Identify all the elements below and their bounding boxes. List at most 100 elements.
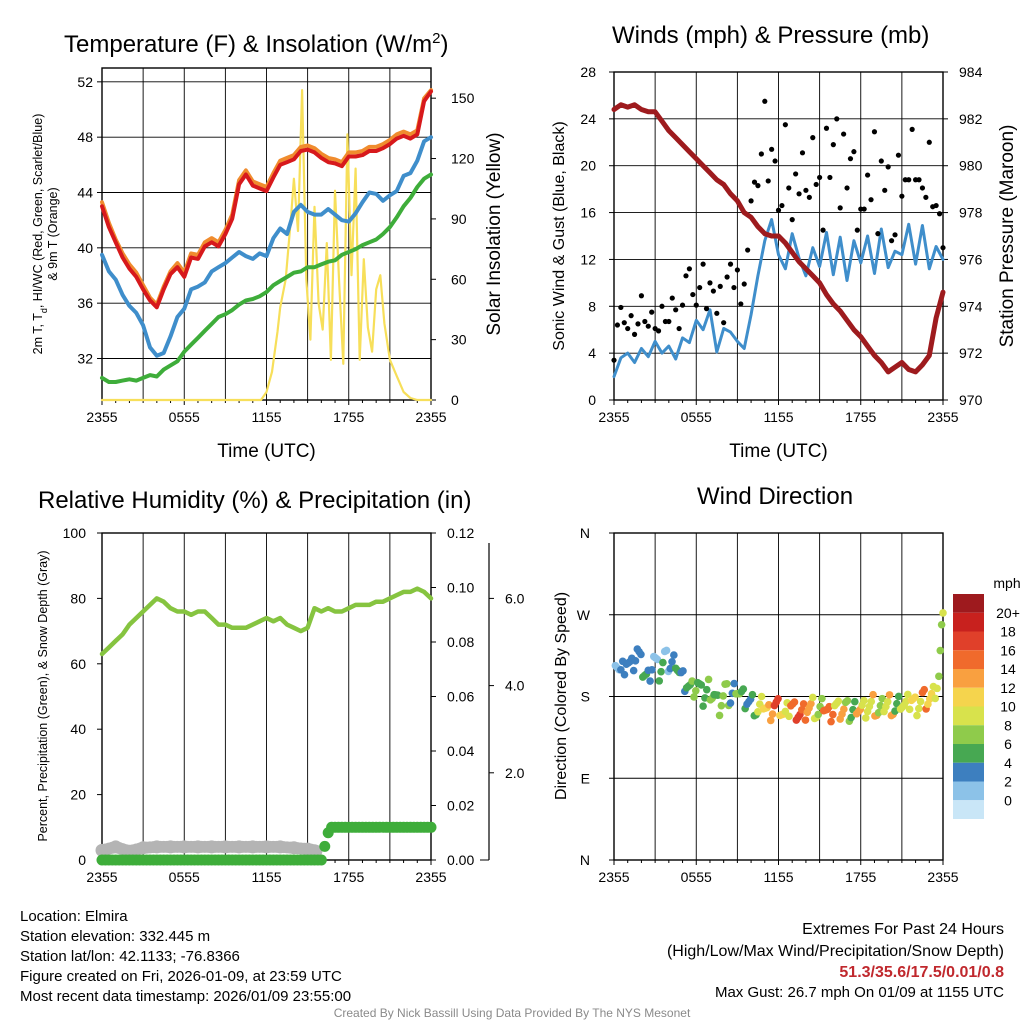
direction-chart-title: Wind Direction — [697, 483, 854, 510]
direction-point — [939, 609, 947, 617]
gust-point — [635, 321, 641, 327]
x-tick-label: 1155 — [251, 409, 281, 425]
gust-point — [734, 267, 740, 273]
gust-point — [775, 207, 782, 213]
y2-tick-label: 0.04 — [447, 743, 474, 759]
x-tick-label: 0555 — [681, 869, 712, 885]
direction-point — [904, 690, 912, 699]
direction-point — [829, 710, 837, 719]
gust-point — [655, 328, 662, 334]
gust-point — [710, 288, 716, 294]
gust-point — [940, 245, 946, 251]
direction-point — [843, 696, 852, 705]
x-tick-label: 0555 — [169, 869, 200, 885]
extremes-block: Extremes For Past 24 Hours (High/Low/Max… — [667, 919, 1004, 1003]
gust-point — [827, 174, 833, 181]
x-tick-label: 0555 — [681, 409, 712, 425]
y-tick-label: E — [581, 770, 590, 786]
gust-point — [885, 164, 891, 170]
gust-point — [820, 227, 826, 233]
gust-point — [779, 202, 785, 209]
gust-point — [673, 307, 679, 313]
precipitation-point — [319, 840, 331, 852]
humidity-chart-title: Relative Humidity (%) & Precipitation (i… — [38, 487, 472, 514]
gust-point — [803, 187, 809, 193]
gust-point — [683, 273, 689, 279]
y2-tick-label: 982 — [959, 111, 983, 127]
y2-axis-label: Solar Insolation (Yellow) — [484, 132, 505, 335]
y2-tick-label: 0.06 — [447, 689, 474, 705]
y2-tick-label: 976 — [959, 251, 983, 267]
colorbar-label: 6 — [1004, 736, 1012, 752]
y-tick-label: 12 — [580, 251, 596, 267]
colorbar-label: 18 — [1000, 624, 1016, 640]
x-tick-label: 2355 — [927, 409, 958, 425]
gust-point — [717, 283, 723, 289]
y2-tick-label: 30 — [451, 332, 467, 348]
x-tick-label: 1155 — [763, 409, 793, 425]
gust-point — [628, 313, 634, 319]
dewpoint-line — [100, 172, 433, 384]
gust-point — [878, 158, 884, 164]
direction-point — [933, 684, 941, 693]
direction-point — [757, 692, 766, 701]
wind-chill-line — [100, 135, 433, 358]
y2-tick-label: 0 — [451, 392, 459, 408]
y2-tick-label: 0.12 — [447, 525, 474, 541]
y-tick-label: 80 — [70, 590, 86, 606]
gust-point — [649, 309, 655, 315]
gust-point — [727, 261, 734, 267]
direction-point — [662, 646, 671, 655]
precipitation-point — [315, 854, 327, 866]
direction-point — [818, 694, 826, 703]
direction-point — [655, 677, 664, 685]
gust-point — [909, 126, 915, 132]
gust-point — [841, 131, 847, 137]
direction-point — [723, 679, 731, 688]
gust-point — [762, 98, 768, 104]
snow-depth-point — [308, 844, 321, 857]
gust-point — [837, 205, 843, 211]
gust-point — [741, 281, 747, 287]
y-tick-label: W — [577, 607, 591, 623]
gust-point — [669, 295, 675, 301]
y-tick-label: N — [580, 525, 590, 541]
gust-point — [830, 142, 836, 148]
x-tick-label: 1755 — [333, 409, 364, 425]
y2-tick-label: 0.00 — [447, 852, 474, 868]
colorbar-label: 10 — [1000, 699, 1016, 715]
colorbar-swatch — [953, 800, 984, 819]
direction-point — [774, 695, 782, 703]
y-tick-label: 48 — [77, 129, 93, 145]
gust-point — [666, 318, 672, 325]
x-tick-label: 1755 — [845, 869, 876, 885]
gust-point — [936, 211, 943, 217]
y2-tick-label: 984 — [959, 64, 983, 80]
gust-point — [745, 247, 751, 253]
gust-point — [618, 304, 624, 311]
extremes-values: 51.3/35.6/17.5/0.01/0.8 — [839, 964, 1004, 981]
y-tick-label: 28 — [580, 64, 596, 80]
direction-point — [869, 690, 877, 699]
gust-point — [676, 325, 682, 332]
direction-point — [637, 650, 645, 659]
y-tick-label: N — [580, 852, 590, 868]
gust-point — [888, 238, 895, 244]
direction-point — [766, 716, 775, 725]
gust-point — [614, 322, 621, 328]
location-text: Location: Elmira — [20, 908, 128, 925]
direction-point — [861, 714, 870, 722]
colorbar-label: 20+ — [996, 605, 1020, 621]
y2-tick-label: 974 — [959, 298, 983, 314]
gust-point — [731, 284, 737, 291]
colorbar-label: 8 — [1004, 717, 1012, 733]
y2-tick-label: 120 — [451, 151, 475, 167]
winds-chart-title: Winds (mph) & Pressure (mb) — [612, 22, 930, 49]
station-info: Location: Elmira Station elevation: 332.… — [20, 907, 351, 1007]
colorbar-label: 14 — [1000, 661, 1016, 677]
colorbar-swatch — [953, 669, 984, 688]
direction-point — [851, 697, 859, 706]
extremes-subtitle: (High/Low/Max Wind/Precipitation/Snow De… — [666, 943, 1004, 960]
y-tick-label: 24 — [580, 111, 596, 127]
gust-point — [926, 139, 932, 145]
